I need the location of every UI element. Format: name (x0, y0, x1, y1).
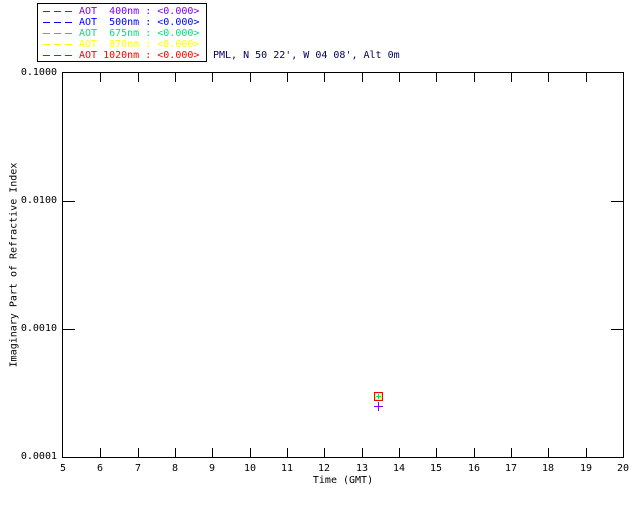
legend-item-label: AOT 1020nm : <0.000> (79, 50, 200, 61)
x-tick (324, 448, 325, 457)
x-tick-label: 15 (429, 463, 443, 474)
x-tick (511, 448, 512, 457)
legend-line-swatch (43, 22, 73, 23)
legend-item-label: AOT 500nm : <0.000> (79, 17, 200, 28)
data-marker-plus (374, 402, 383, 411)
x-tick (100, 448, 101, 457)
x-tick-top (100, 73, 101, 82)
plus-vertical-bar (378, 402, 379, 411)
x-tick-label: 7 (134, 463, 142, 474)
x-tick-top (548, 73, 549, 82)
x-tick-top (250, 73, 251, 82)
x-tick (586, 448, 587, 457)
y-tick-label: 0.0100 (20, 195, 57, 206)
x-tick (436, 448, 437, 457)
x-tick-label: 20 (616, 463, 630, 474)
legend-item: AOT 870nm : <0.000> (43, 39, 204, 50)
x-tick (138, 448, 139, 457)
x-tick-label: 18 (541, 463, 555, 474)
x-tick-top (287, 73, 288, 82)
y-tick-right (611, 201, 623, 202)
data-marker-square-inner (375, 393, 382, 400)
x-tick (362, 448, 363, 457)
plot-area (62, 72, 624, 458)
x-tick (548, 448, 549, 457)
x-tick-label: 17 (504, 463, 518, 474)
legend-line-swatch (43, 11, 73, 12)
x-tick-label: 16 (467, 463, 481, 474)
y-tick-label: 0.1000 (20, 67, 57, 78)
x-tick-top (175, 73, 176, 82)
y-axis-title: Imaginary Part of Refractive Index (8, 162, 20, 368)
legend-item: AOT 675nm : <0.000> (43, 28, 204, 39)
legend-line-swatch (43, 33, 73, 34)
x-tick (212, 448, 213, 457)
x-tick-top (138, 73, 139, 82)
x-tick-label: 10 (243, 463, 257, 474)
x-tick (474, 448, 475, 457)
legend-item-label: AOT 400nm : <0.000> (79, 6, 200, 17)
data-marker-square-outer (374, 392, 383, 401)
x-tick-label: 13 (355, 463, 369, 474)
x-tick-top (399, 73, 400, 82)
x-tick-label: 19 (579, 463, 593, 474)
site-location-line: PML, N 50 22', W 04 08', Alt 0m (213, 50, 400, 61)
y-tick (63, 329, 75, 330)
legend-item-label: AOT 870nm : <0.000> (79, 39, 200, 50)
x-tick-top (511, 73, 512, 82)
x-tick-label: 11 (280, 463, 294, 474)
x-tick-label: 5 (59, 463, 67, 474)
x-tick (399, 448, 400, 457)
x-tick-top (586, 73, 587, 82)
y-tick-right (611, 329, 623, 330)
x-tick-label: 6 (96, 463, 104, 474)
legend-line-swatch (43, 44, 73, 45)
x-tick-label: 8 (171, 463, 179, 474)
legend-item-label: AOT 675nm : <0.000> (79, 28, 200, 39)
x-tick-top (474, 73, 475, 82)
x-tick (175, 448, 176, 457)
x-tick-top (362, 73, 363, 82)
legend-item: AOT 500nm : <0.000> (43, 17, 204, 28)
x-tick-top (436, 73, 437, 82)
y-tick-label: 0.0010 (20, 323, 57, 334)
plus-vertical-bar (378, 394, 379, 399)
legend-item: AOT 1020nm : <0.000> (43, 50, 204, 61)
data-marker-asterisk (376, 394, 381, 399)
legend-box: AOT 400nm : <0.000> AOT 500nm : <0.000> … (37, 3, 207, 62)
y-tick (63, 201, 75, 202)
y-tick-label: 0.0001 (20, 451, 57, 462)
x-tick (250, 448, 251, 457)
x-tick-label: 12 (317, 463, 331, 474)
x-axis-title: Time (GMT) (312, 475, 374, 486)
x-tick-top (324, 73, 325, 82)
legend-line-swatch (43, 55, 73, 56)
x-tick-label: 9 (208, 463, 216, 474)
x-tick-top (212, 73, 213, 82)
x-tick-label: 14 (392, 463, 406, 474)
legend-item: AOT 400nm : <0.000> (43, 6, 204, 17)
x-tick (287, 448, 288, 457)
